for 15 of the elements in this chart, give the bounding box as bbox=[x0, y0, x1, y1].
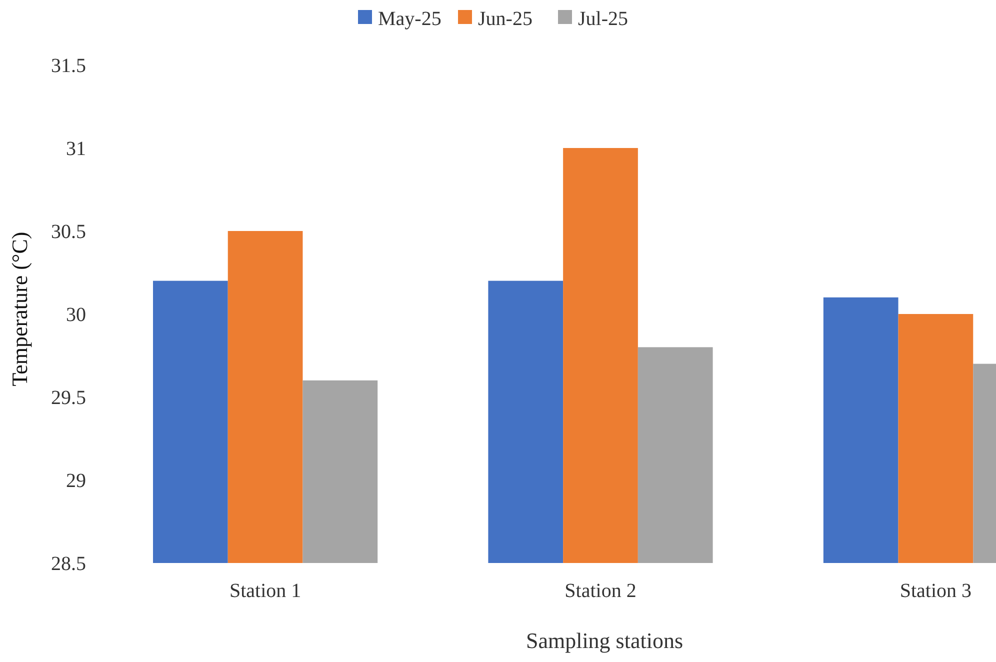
y-axis-title: Temperature (°C) bbox=[7, 232, 32, 386]
legend-label: Jul-25 bbox=[578, 8, 628, 30]
x-axis-title: Sampling stations bbox=[526, 628, 684, 653]
legend-label: Jun-25 bbox=[478, 8, 532, 30]
x-tick-label: Station 2 bbox=[564, 580, 636, 602]
y-tick-label: 29 bbox=[66, 470, 86, 492]
y-tick-label: 29.5 bbox=[51, 387, 86, 409]
legend-label: May-25 bbox=[378, 8, 442, 30]
y-tick-label: 30.5 bbox=[51, 221, 86, 243]
x-tick-label: Station 3 bbox=[900, 580, 972, 602]
y-tick-label: 30 bbox=[66, 304, 86, 326]
y-tick-label: 28.5 bbox=[51, 553, 86, 575]
y-tick-label: 31.5 bbox=[51, 55, 86, 77]
y-tick-label: 31 bbox=[66, 138, 86, 160]
x-tick-label: Station 1 bbox=[229, 580, 302, 602]
